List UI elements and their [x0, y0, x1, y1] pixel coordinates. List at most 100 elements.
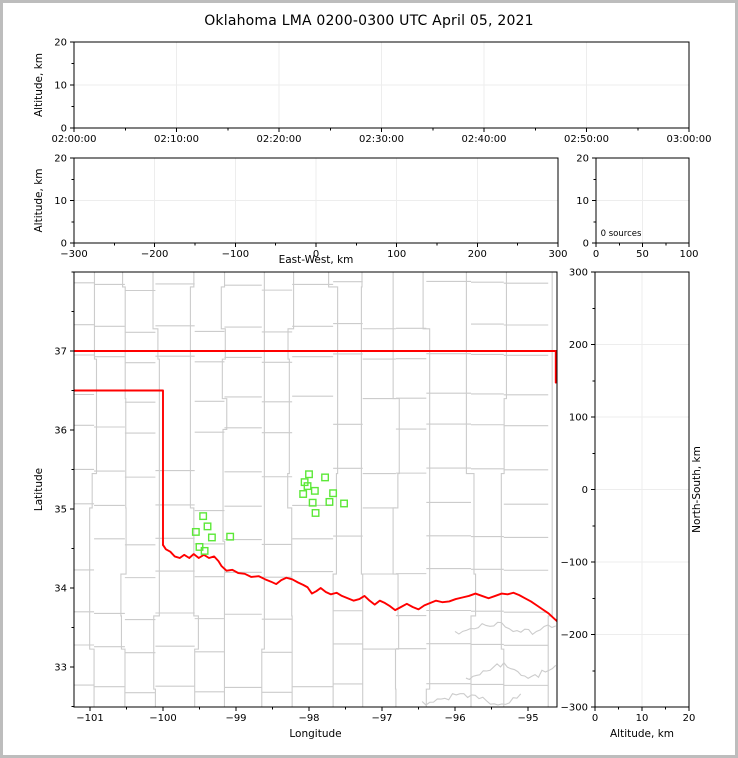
- county-line: [360, 272, 364, 707]
- county-line: [189, 272, 199, 707]
- x-tick-label: −99: [225, 713, 246, 724]
- lma-source-point: [340, 499, 348, 508]
- lma-source-point: [321, 473, 330, 482]
- x-tick-label: 03:00:00: [667, 134, 712, 145]
- county-line: [120, 272, 127, 707]
- red-river-border: [162, 544, 557, 623]
- y-tick-label: 33: [54, 663, 67, 674]
- y-tick-label: 20: [576, 154, 589, 165]
- county-line: [152, 272, 160, 707]
- figure-title: Oklahoma LMA 0200-0300 UTC April 05, 202…: [204, 13, 534, 29]
- river-line: [421, 693, 522, 706]
- lma-source-point: [310, 486, 319, 495]
- lma-source-point: [325, 497, 334, 506]
- county-line: [500, 272, 507, 707]
- source-count-annotation: 0 sources: [601, 229, 642, 239]
- lma-source-point: [311, 509, 320, 517]
- source-histogram-panel: 0 50 100 0 10 20 0 sources: [576, 154, 698, 261]
- axis-ticks: 0 50 100 0 10 20: [576, 154, 698, 261]
- y-tick-label: 200: [569, 340, 588, 351]
- x-tick-label: −96: [444, 713, 465, 724]
- county-line: [287, 272, 295, 707]
- x-tick-label: 0: [313, 249, 319, 260]
- y-axis-label: Altitude, km: [33, 168, 45, 232]
- lma-source-point: [199, 512, 208, 521]
- lma-source-point: [200, 546, 209, 555]
- map-layers: [74, 272, 557, 707]
- gridlines: [74, 42, 689, 128]
- x-tick-label: 02:00:00: [52, 134, 97, 145]
- plan-view-map-panel: −101 −100 −99 −98 −97 −96 −95 33 34 35 36 37 Longitu…: [33, 271, 558, 740]
- axis-ticks: −300 −200 −100 0 100 200 300 0 10 20: [54, 154, 567, 261]
- altitude-vs-time-panel: 02:00:00 02:10:00 02:20:00 02:30:00 02:40:00…: [33, 38, 711, 146]
- y-tick-label: 0: [61, 124, 67, 135]
- x-axis-label: East-West, km: [279, 254, 354, 266]
- gridlines: [595, 272, 689, 707]
- x-tick-label: −97: [371, 713, 392, 724]
- y-tick-label: 20: [54, 38, 67, 49]
- lma-source-point: [308, 498, 317, 507]
- county-line: [547, 272, 553, 707]
- x-tick-label: 0: [593, 249, 599, 260]
- x-tick-label: −95: [517, 713, 538, 724]
- x-tick-label: 02:30:00: [359, 134, 404, 145]
- axis-ticks: 0 10 20 300 200 100 0 −100 −200 −300: [561, 268, 696, 725]
- y-tick-label: 10: [54, 196, 67, 207]
- panel-border: [73, 271, 558, 708]
- x-tick-label: −98: [298, 713, 319, 724]
- axis-ticks: −101 −100 −99 −98 −97 −96 −95 33 34 35 36 37: [54, 271, 539, 724]
- y-tick-label: 10: [576, 196, 589, 207]
- axis-ticks: 02:00:00 02:10:00 02:20:00 02:30:00 02:40:00…: [52, 38, 712, 146]
- y-tick-label: 34: [54, 584, 67, 595]
- river-line: [454, 621, 556, 636]
- y-tick-label: 300: [569, 268, 588, 279]
- x-tick-label: 02:50:00: [564, 134, 609, 145]
- county-line: [328, 272, 339, 707]
- state-border: [74, 350, 557, 623]
- y-tick-label: −100: [561, 558, 588, 569]
- x-tick-label: 300: [548, 249, 567, 260]
- lma-source-point: [191, 527, 200, 536]
- x-tick-label: −300: [60, 249, 87, 260]
- altitude-vs-eastwest-panel: −300 −200 −100 0 100 200 300 0 10 20 East-West, km…: [33, 154, 568, 267]
- lma-source-point: [207, 533, 216, 542]
- lma-source-points: [191, 470, 348, 555]
- x-tick-label: 200: [468, 249, 487, 260]
- x-tick-label: 50: [636, 249, 649, 260]
- x-tick-label: 10: [636, 713, 649, 724]
- y-tick-label: 0: [583, 239, 589, 250]
- x-tick-label: 02:20:00: [257, 134, 302, 145]
- county-line: [261, 272, 265, 707]
- county-line: [422, 272, 431, 707]
- x-tick-label: 100: [679, 249, 698, 260]
- x-tick-label: −200: [141, 249, 168, 260]
- y-tick-label: 0: [61, 239, 67, 250]
- lma-source-point: [203, 522, 212, 531]
- y-axis-label: North-South, km: [691, 446, 703, 533]
- x-tick-label: 20: [683, 713, 696, 724]
- x-tick-label: −101: [76, 713, 103, 724]
- river-line: [465, 661, 557, 681]
- lma-source-point: [305, 470, 313, 479]
- y-tick-label: 10: [54, 81, 67, 92]
- x-tick-label: 02:40:00: [462, 134, 507, 145]
- y-axis-label: Altitude, km: [33, 53, 45, 117]
- y-tick-label: 100: [569, 413, 588, 424]
- y-tick-label: 36: [54, 426, 67, 437]
- county-line: [465, 272, 477, 707]
- gridlines: [74, 158, 558, 243]
- y-tick-label: 37: [54, 347, 67, 358]
- county-line: [89, 272, 98, 707]
- x-tick-label: 0: [592, 713, 598, 724]
- lma-source-point: [195, 542, 204, 551]
- x-axis-label: Longitude: [289, 728, 341, 740]
- y-axis-label: Latitude: [33, 468, 45, 511]
- county-line: [392, 272, 400, 707]
- y-tick-label: −200: [561, 630, 588, 641]
- panhandle-border: [74, 389, 164, 546]
- x-tick-label: 02:10:00: [154, 134, 199, 145]
- lma-source-point: [329, 489, 338, 498]
- x-tick-label: −100: [222, 249, 249, 260]
